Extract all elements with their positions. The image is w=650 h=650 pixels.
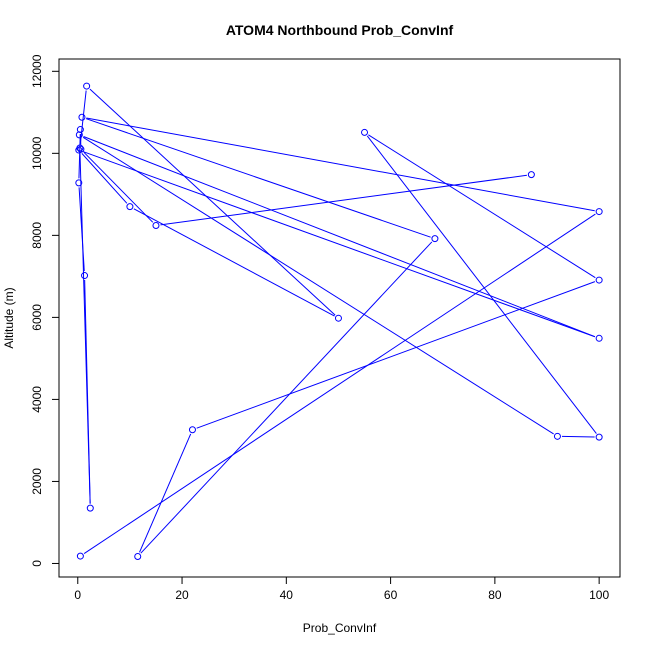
x-tick-label: 0 bbox=[74, 588, 81, 602]
data-point bbox=[75, 131, 83, 139]
data-point bbox=[76, 126, 84, 134]
series-line-segment bbox=[82, 151, 596, 338]
data-point bbox=[595, 276, 603, 284]
data-point bbox=[595, 208, 603, 216]
x-tick-label: 80 bbox=[488, 588, 502, 602]
x-tick-label: 40 bbox=[280, 588, 294, 602]
series-line-segment bbox=[140, 241, 433, 554]
data-point bbox=[81, 272, 89, 280]
x-tick-label: 100 bbox=[589, 588, 609, 602]
series-line-segment bbox=[79, 90, 87, 144]
series-line-segment bbox=[89, 88, 336, 316]
x-tick-label: 60 bbox=[384, 588, 398, 602]
data-point bbox=[188, 426, 196, 434]
data-point bbox=[126, 203, 134, 211]
data-point bbox=[75, 179, 83, 187]
data-point bbox=[431, 235, 439, 243]
y-tick-label: 4000 bbox=[30, 386, 44, 413]
chart-title: ATOM4 Northbound Prob_ConvInf bbox=[226, 22, 454, 38]
series-line-segment bbox=[78, 134, 81, 179]
data-point bbox=[595, 433, 603, 441]
data-point bbox=[134, 552, 142, 560]
data-point bbox=[595, 334, 603, 342]
y-axis: 0 2000 4000 6000 8000 10000 12000 bbox=[30, 54, 60, 567]
data-point bbox=[152, 222, 160, 230]
x-axis: 0 20 40 60 80 100 bbox=[74, 576, 609, 602]
series-line-segment bbox=[81, 153, 128, 204]
data-point bbox=[361, 128, 369, 136]
y-tick-label: 8000 bbox=[30, 222, 44, 249]
series-group bbox=[75, 82, 603, 560]
data-point bbox=[76, 144, 84, 152]
series-line-segment bbox=[84, 280, 91, 504]
series-line-segment bbox=[368, 134, 596, 279]
x-axis-label: Prob_ConvInf bbox=[303, 621, 377, 635]
series-line-segment bbox=[82, 136, 554, 435]
series-line-segment bbox=[78, 187, 85, 272]
data-point bbox=[78, 113, 86, 121]
series-line-segment bbox=[561, 435, 595, 438]
data-point bbox=[83, 82, 91, 90]
data-point bbox=[334, 314, 342, 322]
plot-frame bbox=[58, 58, 621, 578]
series-line-segment bbox=[83, 136, 596, 338]
series-line-segment bbox=[160, 174, 527, 226]
series-line-segment bbox=[139, 433, 192, 553]
data-point bbox=[77, 145, 85, 153]
data-point bbox=[553, 432, 561, 440]
y-tick-label: 0 bbox=[30, 560, 44, 567]
series-line-segment bbox=[133, 208, 335, 317]
data-point bbox=[86, 504, 94, 512]
y-tick-label: 6000 bbox=[30, 304, 44, 331]
x-tick-label: 20 bbox=[175, 588, 189, 602]
series-line-segment bbox=[366, 135, 597, 434]
series-line-segment bbox=[86, 117, 595, 212]
data-point bbox=[527, 171, 535, 179]
series-line-segment bbox=[86, 118, 431, 238]
y-tick-label: 2000 bbox=[30, 468, 44, 495]
data-point bbox=[76, 552, 84, 560]
series-line-segment bbox=[196, 281, 596, 429]
y-axis-label: Altitude (m) bbox=[2, 287, 16, 348]
series-line-segment bbox=[83, 152, 154, 223]
series-line-segment bbox=[83, 213, 596, 555]
y-tick-label: 10000 bbox=[30, 136, 44, 170]
y-tick-label: 12000 bbox=[30, 54, 44, 88]
